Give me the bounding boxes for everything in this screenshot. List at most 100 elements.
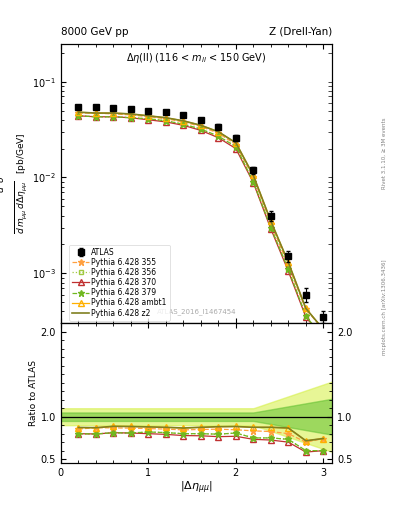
- Pythia 6.428 370: [163, 119, 168, 125]
- Pythia 6.428 ambt1: [181, 118, 186, 124]
- Pythia 6.428 379: [303, 313, 308, 319]
- Line: Pythia 6.428 ambt1: Pythia 6.428 ambt1: [75, 110, 326, 332]
- Pythia 6.428 z2: [163, 115, 168, 121]
- Pythia 6.428 ambt1: [146, 113, 151, 119]
- Pythia 6.428 379: [251, 179, 256, 185]
- Pythia 6.428 z2: [233, 140, 238, 146]
- Pythia 6.428 356: [198, 126, 203, 132]
- Pythia 6.428 356: [216, 133, 221, 139]
- Pythia 6.428 ambt1: [129, 111, 133, 117]
- Pythia 6.428 z2: [94, 110, 98, 116]
- Pythia 6.428 379: [76, 113, 81, 119]
- Pythia 6.428 z2: [146, 113, 151, 119]
- Text: Z (Drell-Yan): Z (Drell-Yan): [269, 27, 332, 37]
- Pythia 6.428 ambt1: [111, 110, 116, 116]
- Pythia 6.428 z2: [111, 110, 116, 116]
- Pythia 6.428 z2: [76, 109, 81, 115]
- Text: Rivet 3.1.10, ≥ 3M events: Rivet 3.1.10, ≥ 3M events: [382, 118, 387, 189]
- Pythia 6.428 379: [286, 266, 291, 272]
- Line: Pythia 6.428 355: Pythia 6.428 355: [75, 110, 327, 333]
- Pythia 6.428 370: [76, 113, 81, 119]
- Pythia 6.428 370: [303, 314, 308, 320]
- Pythia 6.428 379: [321, 335, 326, 342]
- Pythia 6.428 370: [233, 145, 238, 152]
- Pythia 6.428 370: [146, 117, 151, 123]
- Pythia 6.428 379: [146, 116, 151, 122]
- Pythia 6.428 356: [111, 114, 116, 120]
- Pythia 6.428 370: [94, 114, 98, 120]
- Pythia 6.428 356: [94, 114, 98, 120]
- Pythia 6.428 ambt1: [198, 122, 203, 129]
- Pythia 6.428 356: [303, 313, 308, 319]
- Text: 8000 GeV pp: 8000 GeV pp: [61, 27, 129, 37]
- Pythia 6.428 ambt1: [233, 140, 238, 146]
- Pythia 6.428 356: [129, 115, 133, 121]
- Pythia 6.428 ambt1: [321, 326, 326, 332]
- Pythia 6.428 355: [321, 326, 326, 332]
- Pythia 6.428 356: [76, 113, 81, 119]
- Pythia 6.428 ambt1: [251, 173, 256, 179]
- Pythia 6.428 z2: [286, 259, 291, 265]
- Line: Pythia 6.428 370: Pythia 6.428 370: [75, 113, 326, 341]
- Pythia 6.428 z2: [268, 218, 273, 224]
- Pythia 6.428 355: [94, 110, 98, 116]
- Line: Pythia 6.428 379: Pythia 6.428 379: [75, 112, 327, 342]
- Pythia 6.428 356: [251, 179, 256, 185]
- Pythia 6.428 379: [216, 133, 221, 139]
- Pythia 6.428 379: [163, 118, 168, 124]
- Line: Pythia 6.428 356: Pythia 6.428 356: [76, 113, 326, 340]
- Pythia 6.428 356: [181, 121, 186, 127]
- Pythia 6.428 379: [233, 143, 238, 150]
- Pythia 6.428 355: [76, 110, 81, 116]
- Pythia 6.428 370: [198, 127, 203, 134]
- Y-axis label: Ratio to ATLAS: Ratio to ATLAS: [29, 360, 38, 426]
- Pythia 6.428 379: [111, 114, 116, 120]
- Pythia 6.428 355: [181, 119, 186, 125]
- Pythia 6.428 370: [321, 335, 326, 342]
- Text: $\Delta\eta$(ll) (116 < $m_{ll}$ < 150 GeV): $\Delta\eta$(ll) (116 < $m_{ll}$ < 150 G…: [126, 51, 267, 65]
- Pythia 6.428 356: [286, 266, 291, 272]
- Pythia 6.428 z2: [198, 122, 203, 129]
- Pythia 6.428 ambt1: [303, 305, 308, 311]
- Pythia 6.428 355: [233, 142, 238, 148]
- Pythia 6.428 355: [111, 111, 116, 117]
- Pythia 6.428 ambt1: [268, 218, 273, 224]
- Pythia 6.428 370: [181, 122, 186, 129]
- Pythia 6.428 z2: [129, 111, 133, 117]
- Pythia 6.428 355: [251, 175, 256, 181]
- Pythia 6.428 z2: [251, 173, 256, 179]
- Pythia 6.428 379: [268, 225, 273, 231]
- Pythia 6.428 z2: [303, 305, 308, 311]
- Pythia 6.428 z2: [216, 129, 221, 135]
- Pythia 6.428 355: [146, 114, 151, 120]
- Pythia 6.428 z2: [181, 118, 186, 124]
- Pythia 6.428 379: [129, 115, 133, 121]
- Text: mcplots.cern.ch [arXiv:1306.3436]: mcplots.cern.ch [arXiv:1306.3436]: [382, 260, 387, 355]
- X-axis label: $|\Delta\eta_{\mu\mu}|$: $|\Delta\eta_{\mu\mu}|$: [180, 480, 213, 496]
- Pythia 6.428 370: [216, 135, 221, 141]
- Pythia 6.428 ambt1: [163, 115, 168, 121]
- Pythia 6.428 355: [216, 130, 221, 136]
- Pythia 6.428 356: [321, 335, 326, 342]
- Pythia 6.428 370: [251, 180, 256, 186]
- Pythia 6.428 356: [163, 118, 168, 124]
- Pythia 6.428 355: [129, 112, 133, 118]
- Pythia 6.428 ambt1: [216, 129, 221, 135]
- Pythia 6.428 370: [129, 115, 133, 121]
- Pythia 6.428 355: [163, 116, 168, 122]
- Pythia 6.428 355: [198, 123, 203, 130]
- Pythia 6.428 355: [268, 221, 273, 227]
- Pythia 6.428 ambt1: [286, 259, 291, 265]
- Pythia 6.428 z2: [321, 326, 326, 332]
- Pythia 6.428 ambt1: [76, 109, 81, 115]
- Pythia 6.428 379: [198, 126, 203, 132]
- Pythia 6.428 370: [268, 226, 273, 232]
- Pythia 6.428 370: [286, 268, 291, 274]
- Pythia 6.428 355: [303, 306, 308, 312]
- Pythia 6.428 356: [268, 225, 273, 231]
- Pythia 6.428 355: [286, 263, 291, 269]
- Pythia 6.428 356: [233, 143, 238, 150]
- Pythia 6.428 379: [181, 121, 186, 127]
- Pythia 6.428 ambt1: [94, 110, 98, 116]
- Y-axis label: $d^2\sigma$
$\overline{d\,m_{\mu\mu}\,d\Delta\eta_{\mu\mu}}$   [pb/GeV]: $d^2\sigma$ $\overline{d\,m_{\mu\mu}\,d\…: [0, 133, 29, 234]
